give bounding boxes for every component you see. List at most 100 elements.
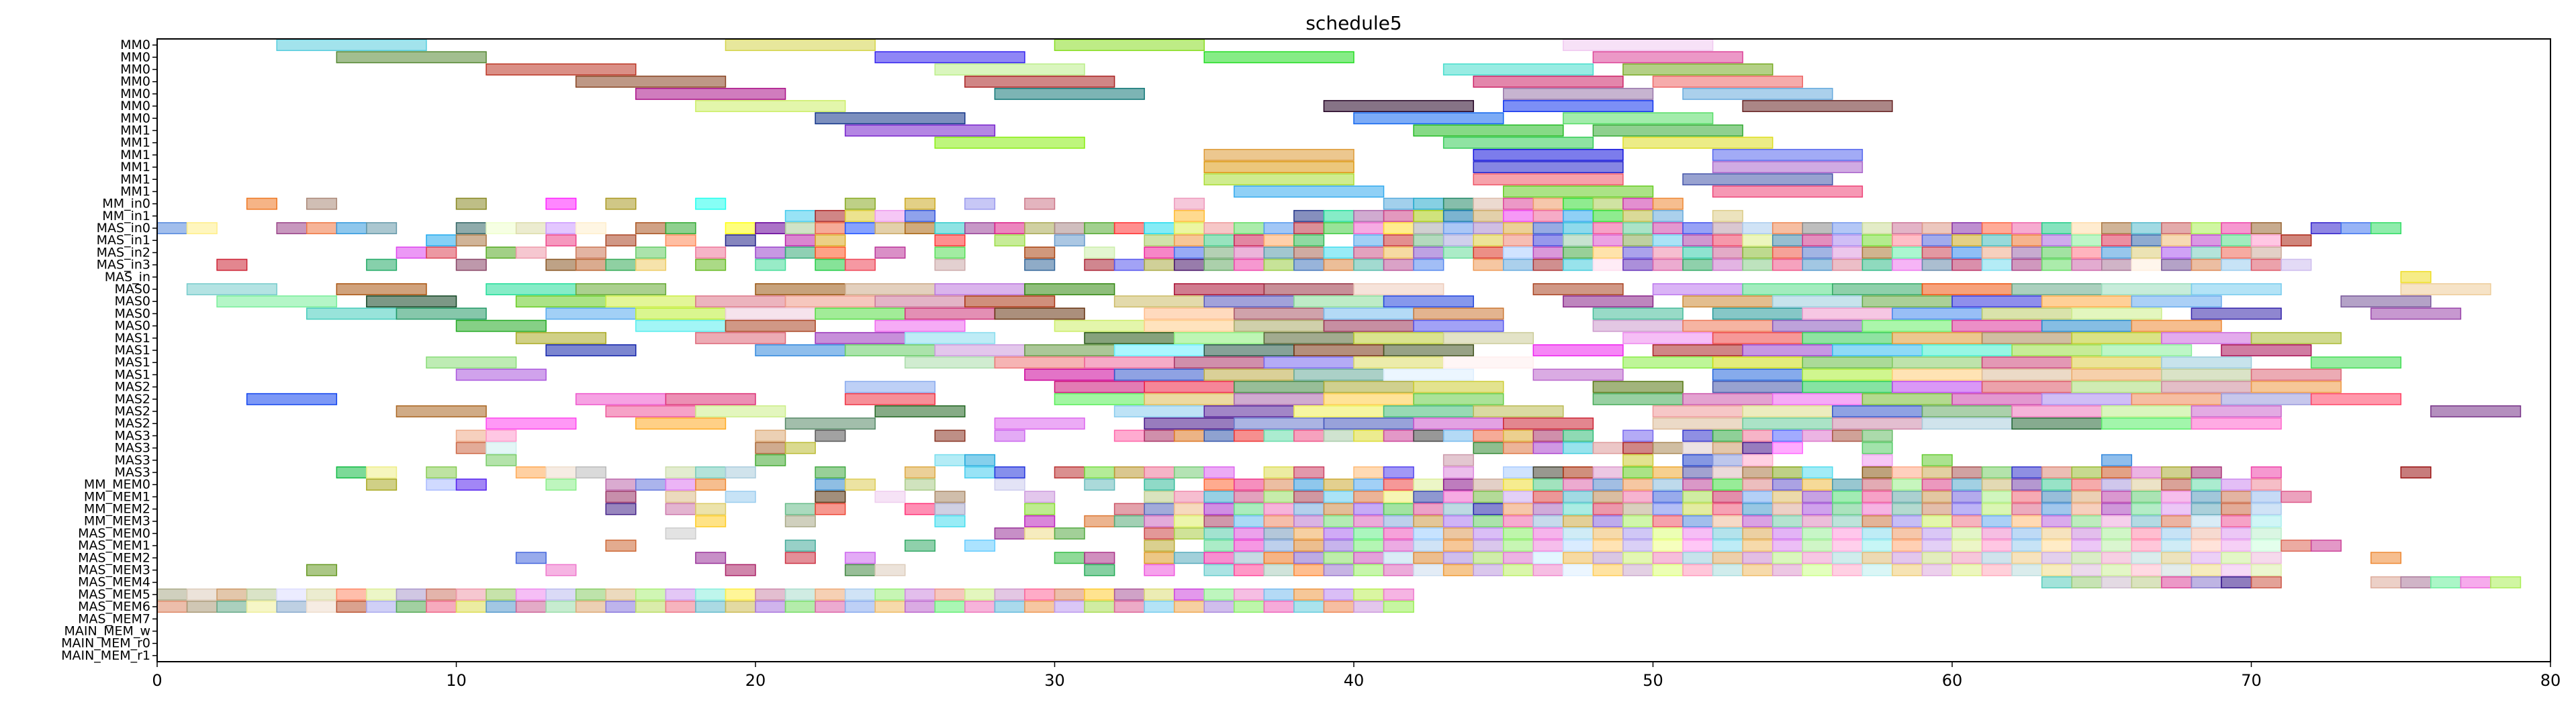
task-bar	[1473, 515, 1504, 527]
task-bar	[246, 588, 277, 601]
task-bar	[1413, 564, 1444, 576]
y-tick-label: MM1	[120, 184, 150, 199]
task-bar	[905, 540, 936, 552]
task-bar	[366, 295, 457, 308]
y-tick-label: MM_MEM2	[84, 502, 150, 517]
task-bar	[455, 429, 487, 442]
task-bar	[2071, 564, 2103, 576]
task-bar	[1951, 515, 1983, 527]
task-bar	[1503, 209, 1534, 222]
task-bar	[1144, 527, 1175, 540]
task-bar	[1682, 515, 1714, 527]
task-bar	[1861, 552, 1893, 564]
y-tick-label: MM0	[120, 62, 150, 77]
task-bar	[2161, 527, 2193, 540]
task-bar	[905, 466, 936, 478]
task-bar	[1712, 368, 1804, 381]
task-bar	[1084, 332, 1175, 344]
task-bar	[1802, 491, 1833, 503]
task-bar	[1353, 491, 1385, 503]
task-bar	[1353, 332, 1444, 344]
task-bar	[934, 515, 966, 527]
task-bar	[605, 234, 637, 247]
task-bar	[2071, 491, 2103, 503]
task-bar	[1263, 552, 1295, 564]
task-bar	[1712, 442, 1743, 454]
task-bar	[1234, 307, 1325, 320]
task-bar	[1772, 429, 1803, 442]
task-bar	[575, 588, 607, 601]
task-bar	[276, 222, 308, 234]
task-bar	[1383, 368, 1474, 381]
task-bar	[2250, 246, 2282, 259]
task-bar	[1293, 234, 1325, 247]
task-bar	[575, 246, 607, 259]
task-bar	[1353, 478, 1385, 491]
task-bar	[2041, 576, 2072, 589]
task-bar	[426, 234, 457, 247]
task-bar	[1802, 234, 1833, 247]
task-bar	[605, 258, 637, 271]
task-bar	[1622, 63, 1774, 76]
task-bars	[156, 39, 2522, 613]
task-bar	[1832, 540, 1864, 552]
task-bar	[336, 601, 367, 613]
task-bar	[1473, 527, 1504, 540]
task-bar	[1203, 51, 1354, 64]
task-bar	[1323, 100, 1474, 113]
task-bar	[2161, 332, 2252, 344]
task-bar	[1413, 552, 1444, 564]
task-bar	[635, 87, 786, 100]
task-bar	[1951, 527, 1983, 540]
task-bar	[1712, 491, 1743, 503]
task-bar	[1413, 258, 1444, 271]
y-tick-label: MAS2	[114, 380, 150, 395]
task-bar	[1951, 222, 1983, 234]
task-bar	[455, 368, 547, 381]
task-bar	[2161, 356, 2252, 369]
task-bar	[186, 222, 218, 234]
task-bar	[1682, 87, 1833, 100]
y-tick-label: MAS1	[114, 331, 150, 346]
task-bar	[1203, 601, 1235, 613]
task-bar	[1383, 344, 1474, 356]
task-bar	[1892, 222, 1923, 234]
task-bar	[934, 258, 966, 271]
task-bar	[905, 503, 936, 515]
task-bar	[1981, 307, 2072, 320]
task-bar	[1682, 222, 1714, 234]
task-bar	[2221, 491, 2252, 503]
task-bar	[1712, 381, 1804, 393]
task-bar	[994, 527, 1025, 540]
task-bar	[1263, 246, 1295, 259]
task-bar	[844, 209, 876, 222]
task-bar	[2011, 258, 2043, 271]
task-bar	[1263, 491, 1295, 503]
task-bar	[1054, 466, 1085, 478]
y-tick-label: MAS3	[114, 465, 150, 480]
task-bar	[1473, 197, 1504, 210]
task-bar	[1413, 209, 1444, 222]
task-bar	[2041, 527, 2072, 540]
task-bar	[1892, 234, 1923, 247]
task-bar	[844, 124, 996, 137]
task-bar	[605, 503, 637, 515]
task-bar	[306, 307, 398, 320]
task-bar	[1921, 564, 1953, 576]
task-bar	[1861, 527, 1893, 540]
task-bar	[905, 332, 996, 344]
task-bar	[1413, 417, 1504, 430]
task-bar	[366, 478, 398, 491]
task-bar	[1503, 258, 1534, 271]
x-tick-label: 60	[1942, 671, 1963, 690]
task-bar	[1892, 258, 1923, 271]
task-bar	[1473, 491, 1504, 503]
task-bar	[1772, 246, 1803, 259]
task-bar	[1263, 564, 1295, 576]
task-bar	[545, 197, 577, 210]
task-bar	[1054, 381, 1145, 393]
task-bar	[1203, 258, 1235, 271]
task-bar	[2161, 503, 2193, 515]
y-tick-label: MM0	[120, 87, 150, 101]
